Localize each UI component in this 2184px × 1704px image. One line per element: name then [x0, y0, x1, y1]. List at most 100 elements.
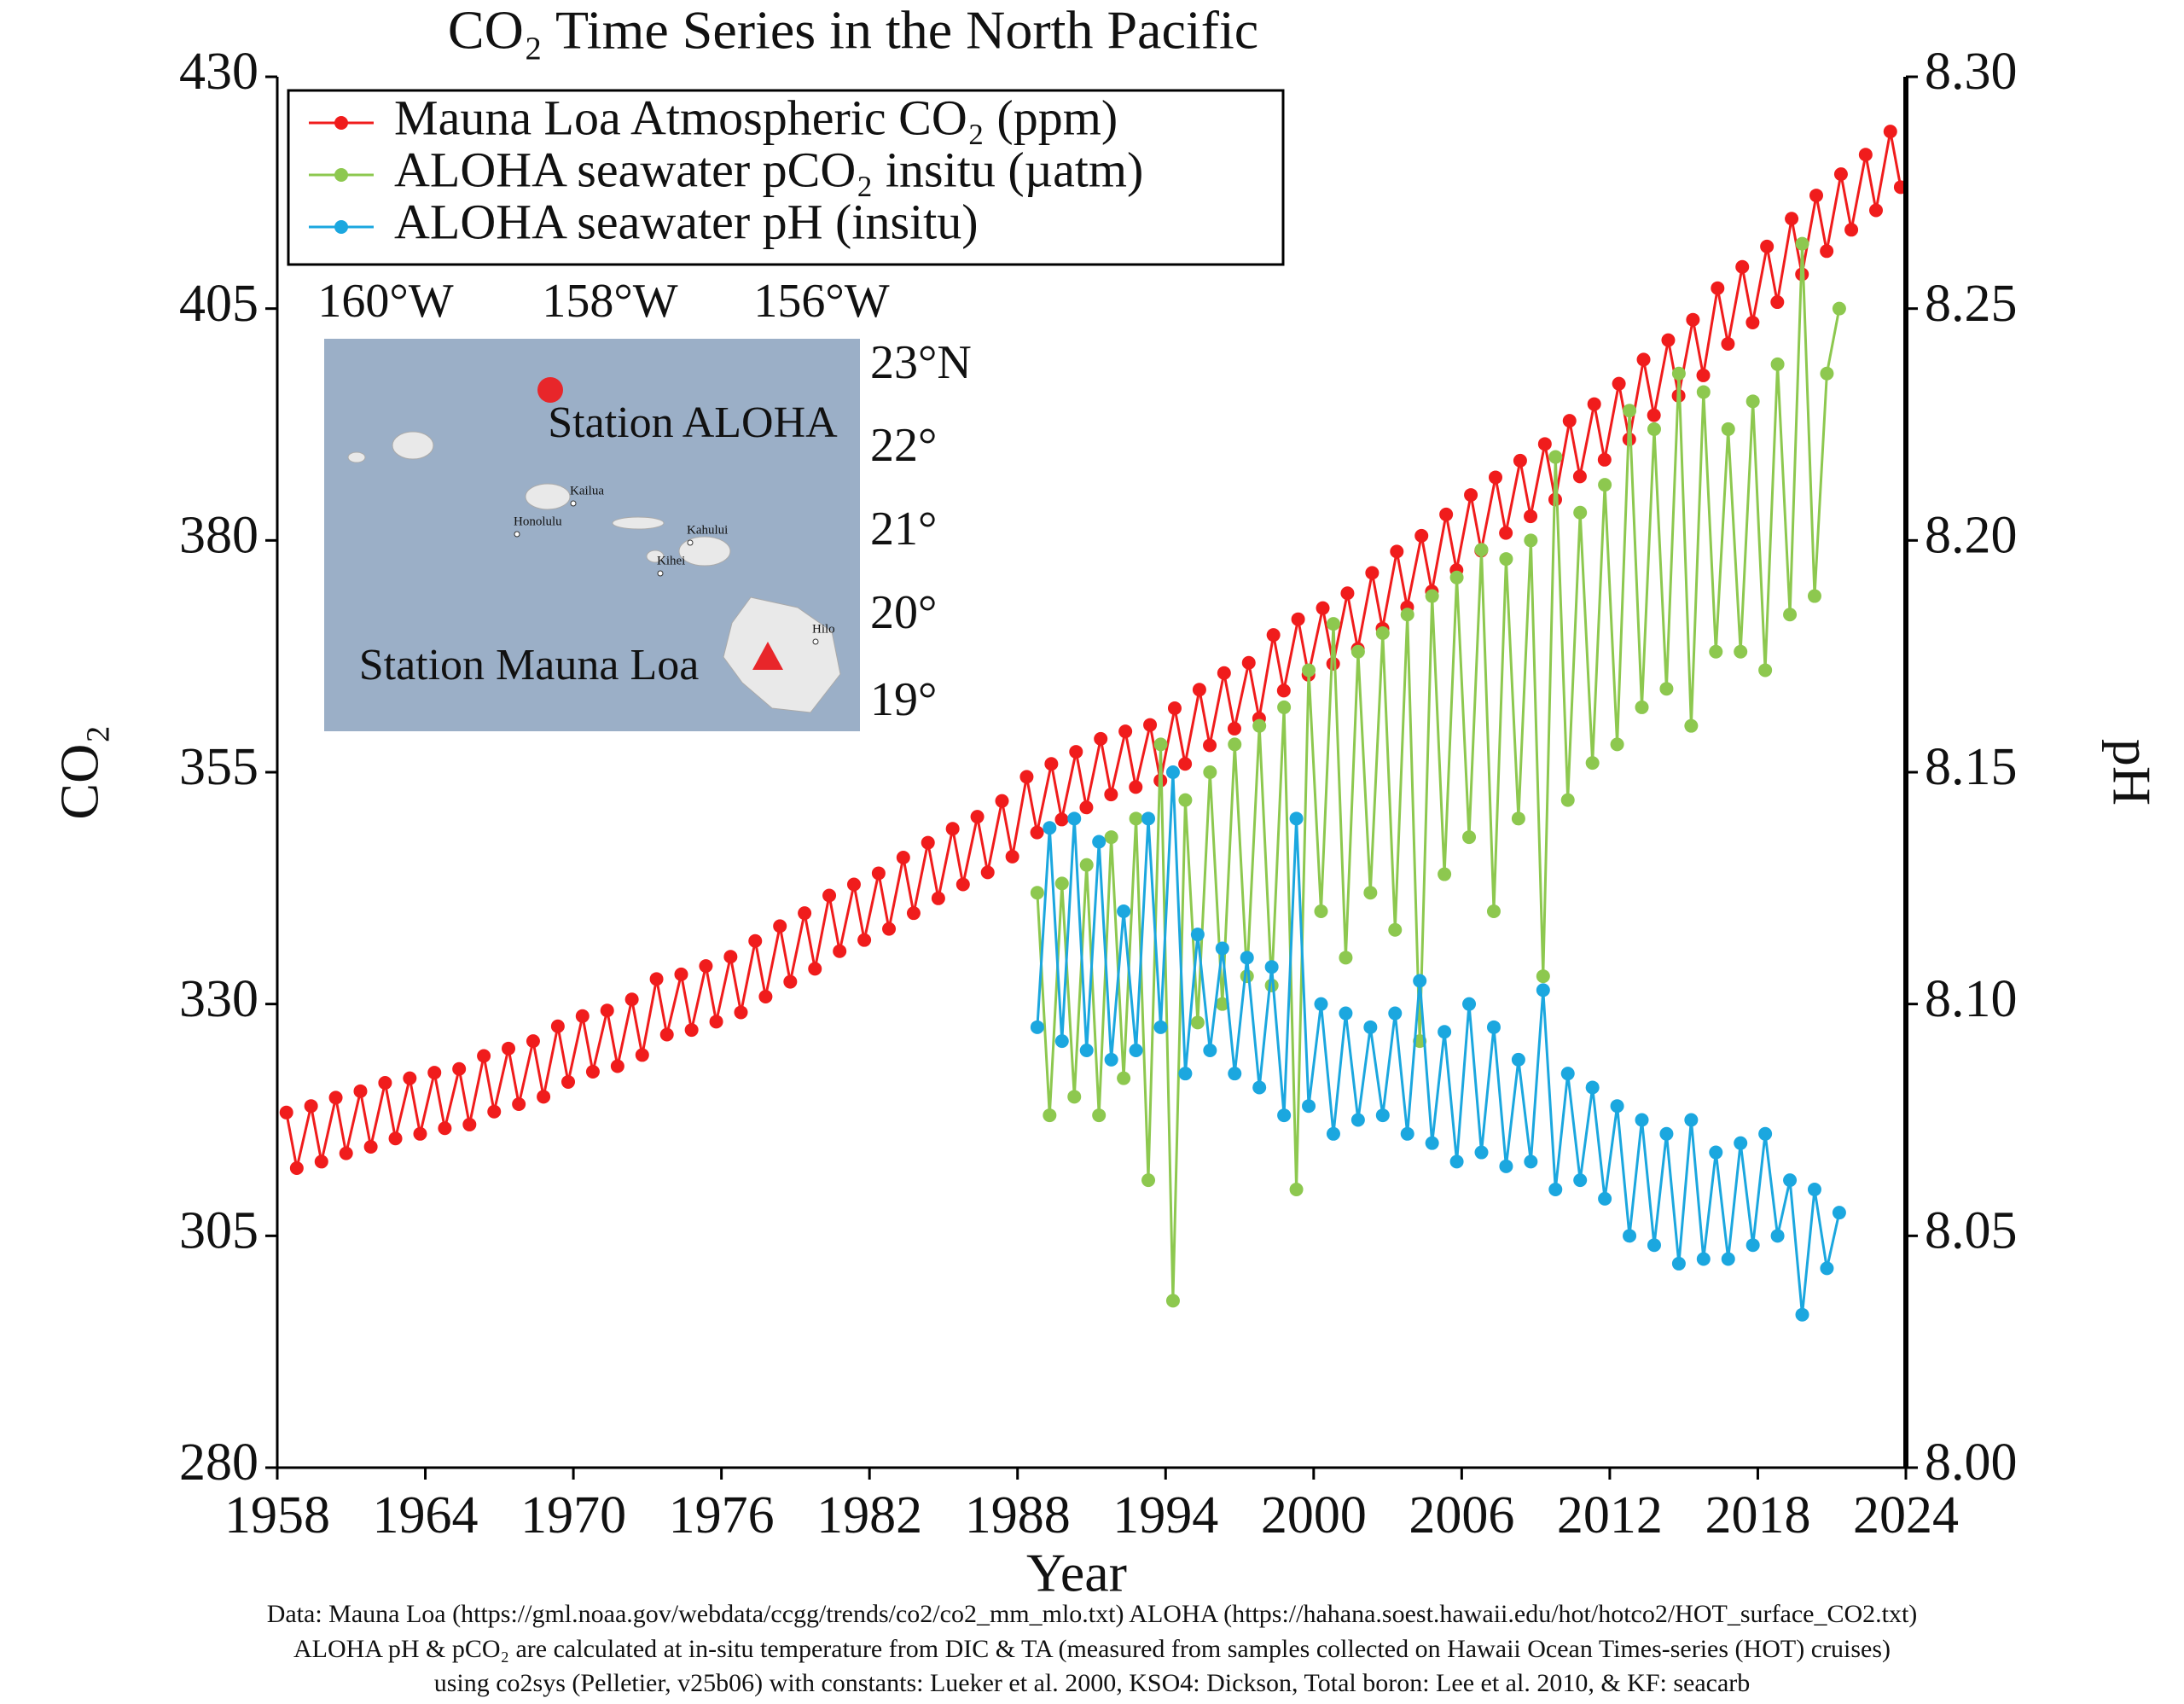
data-point	[1143, 718, 1158, 732]
data-point	[1400, 1126, 1414, 1141]
data-point	[1562, 414, 1577, 428]
data-point	[956, 877, 970, 892]
place-label: Kailua	[570, 484, 604, 497]
data-point	[1291, 612, 1305, 626]
legend-label: Mauna Loa Atmospheric CO₂ (ppm)	[394, 90, 1118, 145]
data-point	[1635, 700, 1649, 714]
data-point	[635, 1048, 649, 1062]
data-point	[1266, 628, 1281, 643]
data-point	[624, 992, 639, 1007]
data-point	[1439, 507, 1454, 521]
data-point	[1686, 312, 1700, 327]
data-point	[1092, 1108, 1107, 1123]
data-point	[1844, 223, 1859, 237]
data-point	[1612, 376, 1626, 391]
data-point	[1276, 683, 1291, 698]
island	[347, 451, 366, 463]
data-point	[1636, 352, 1651, 367]
data-point	[1833, 167, 1848, 182]
x-tick-label: 1964	[373, 1486, 479, 1544]
data-point	[970, 810, 985, 824]
data-point	[1413, 974, 1427, 988]
data-point	[1573, 1173, 1588, 1188]
data-point	[1425, 589, 1439, 603]
data-point	[1511, 811, 1525, 826]
station-label: Station Mauna Loa	[359, 641, 700, 689]
data-point	[1783, 1173, 1798, 1188]
data-point	[1758, 663, 1773, 678]
x-tick-label: 1994	[1112, 1486, 1218, 1544]
data-point	[1069, 745, 1083, 759]
data-point	[1721, 1252, 1735, 1266]
data-point	[649, 972, 664, 986]
data-point	[1141, 1173, 1156, 1188]
data-point	[1820, 244, 1834, 259]
x-tick-label: 1982	[816, 1486, 922, 1544]
data-point	[1499, 1159, 1513, 1173]
y2-tick-label: 8.20	[1925, 507, 2018, 565]
data-point	[1118, 724, 1133, 739]
data-point	[748, 933, 763, 948]
data-point	[1610, 737, 1624, 752]
data-point	[600, 1003, 614, 1018]
data-point	[502, 1041, 516, 1056]
data-point	[822, 888, 837, 903]
data-point	[1659, 682, 1674, 696]
data-point	[1438, 867, 1452, 881]
y2-tick-label: 8.05	[1925, 1202, 2018, 1260]
data-point	[1054, 1034, 1069, 1049]
data-point	[575, 1009, 590, 1023]
data-point	[1227, 721, 1241, 736]
data-point	[1326, 1126, 1340, 1141]
data-point	[1536, 983, 1550, 997]
place-label: Hilo	[812, 622, 835, 636]
data-point	[1316, 601, 1330, 615]
data-point	[871, 866, 886, 881]
data-point	[1240, 969, 1254, 984]
data-point	[995, 794, 1009, 808]
island	[392, 431, 434, 460]
data-point	[1585, 1080, 1600, 1095]
data-point	[906, 906, 921, 921]
data-point	[1671, 1256, 1686, 1271]
data-point	[1425, 1136, 1439, 1150]
data-point	[526, 1034, 540, 1049]
data-point	[1560, 793, 1575, 807]
data-point	[674, 967, 688, 981]
place-dot	[812, 638, 819, 645]
data-point	[1302, 663, 1316, 678]
y2-tick-label: 8.10	[1925, 970, 2018, 1028]
x-tick-label: 1988	[965, 1486, 1071, 1544]
data-point	[314, 1154, 328, 1169]
data-point	[1277, 700, 1292, 714]
data-point	[1350, 1113, 1365, 1127]
data-point	[1760, 239, 1774, 253]
place-dot	[514, 531, 520, 538]
map-latitude-label: 22°	[870, 419, 937, 472]
data-point	[1365, 566, 1380, 580]
y-tick-label: 405	[179, 275, 258, 333]
data-point	[477, 1049, 491, 1063]
data-point	[1192, 683, 1206, 697]
data-point	[1597, 452, 1612, 467]
data-point	[1661, 333, 1676, 347]
place-dot	[657, 570, 664, 577]
data-point	[363, 1140, 378, 1154]
data-point	[1178, 793, 1193, 807]
data-point	[1438, 1025, 1452, 1039]
data-point	[1820, 1261, 1834, 1276]
y-tick-label: 330	[179, 970, 258, 1028]
data-point	[1635, 1113, 1649, 1127]
data-point	[1610, 1099, 1624, 1114]
y2-tick-label: 8.25	[1925, 275, 2018, 333]
legend-label: ALOHA seawater pCO₂ insitu (µatm)	[394, 142, 1143, 197]
data-point	[1598, 478, 1612, 492]
data-point	[1785, 212, 1799, 226]
data-point	[1302, 1099, 1316, 1114]
data-point	[699, 959, 713, 974]
data-point	[1129, 811, 1143, 826]
data-point	[1696, 368, 1711, 382]
data-point	[980, 865, 995, 880]
data-point	[427, 1066, 442, 1080]
